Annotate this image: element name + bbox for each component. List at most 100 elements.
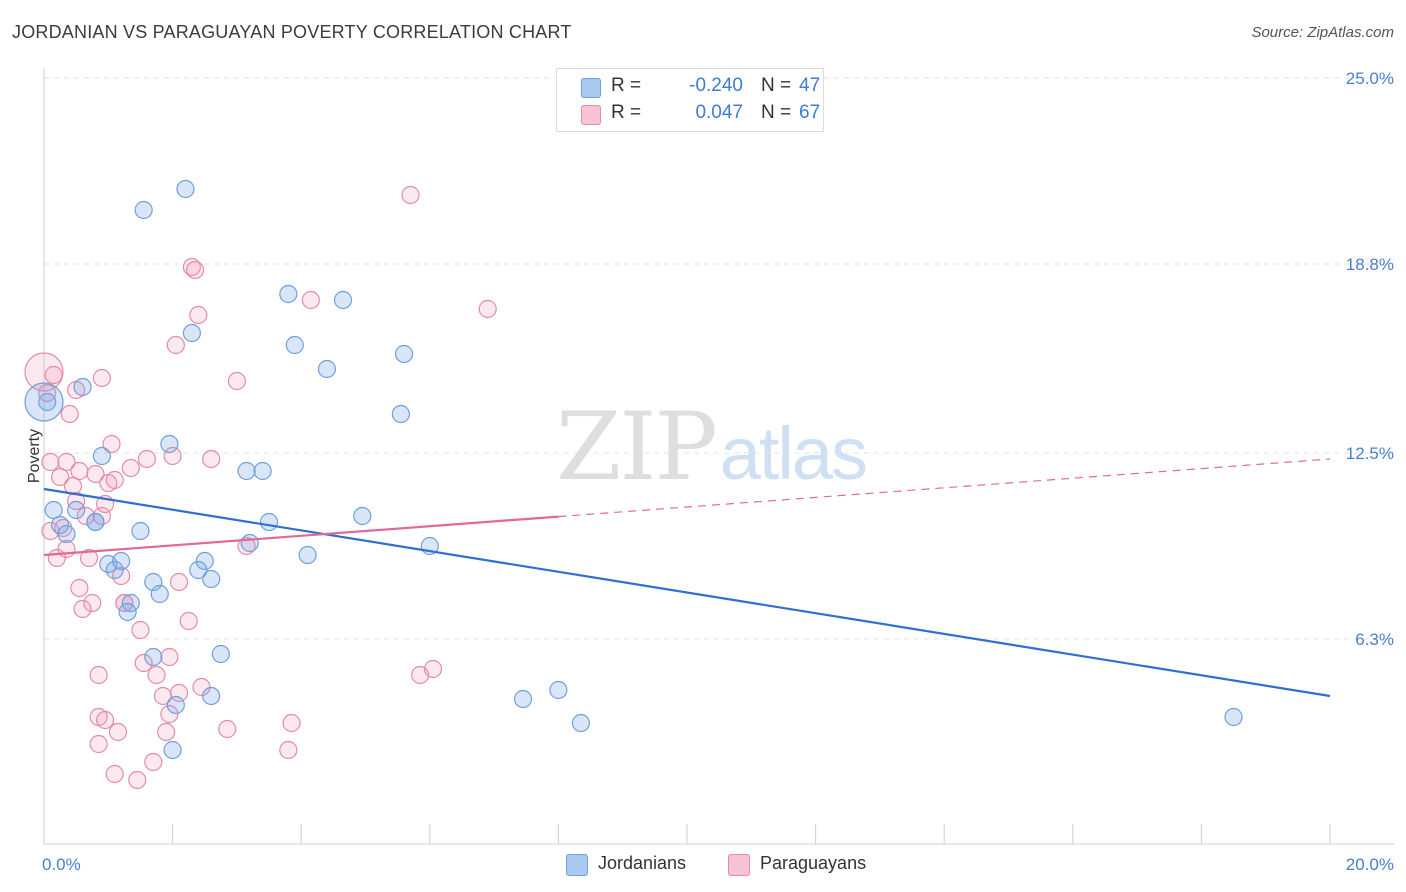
- jordanian-point: [50, 515, 70, 535]
- paraguayan-point: [131, 620, 150, 640]
- jordanian-point: [44, 500, 63, 520]
- jordanian-point: [182, 323, 201, 343]
- paraguayan-point: [144, 752, 163, 772]
- jordanian-point: [353, 506, 372, 526]
- jordanian-point: [333, 290, 353, 310]
- paraguayan-point: [95, 710, 115, 730]
- paraguayan-point: [401, 185, 420, 205]
- jordanian-point: [131, 521, 150, 541]
- jordanian-point: [549, 680, 568, 700]
- jordanian-point: [195, 551, 214, 571]
- paraguayan-point: [166, 335, 185, 355]
- jordanian-point: [513, 689, 533, 709]
- axes: [43, 68, 1394, 845]
- jordanian-point: [571, 713, 591, 733]
- paraguayan-point: [169, 572, 189, 592]
- y-tick-label: 18.8%: [1346, 255, 1394, 274]
- jordanian-point: [67, 500, 86, 520]
- paraguayan-point: [218, 719, 237, 739]
- jordanian-point: [105, 560, 124, 580]
- jordanian-point: [57, 524, 76, 544]
- n-label: N =: [761, 102, 792, 123]
- jordanian-point: [92, 446, 111, 466]
- legend-label: Paraguayans: [760, 853, 867, 873]
- paraguayan-trend-line: [43, 515, 559, 557]
- jordanian-points: [24, 179, 1243, 760]
- paraguayan-point: [105, 764, 124, 784]
- paraguayan-point: [478, 299, 497, 319]
- y-tick-label: 12.5%: [1346, 444, 1394, 463]
- paraguayan-point: [186, 260, 205, 280]
- jordanian-point: [202, 569, 221, 589]
- jordanian-point: [176, 179, 195, 199]
- jordanian-point: [160, 434, 179, 454]
- y-tick-label: 25.0%: [1346, 69, 1394, 88]
- zipatlas-watermark: ZIPatlas: [556, 400, 868, 495]
- jordanian-point: [144, 647, 163, 667]
- r-value: 0.047: [695, 102, 743, 123]
- paraguayan-point: [160, 647, 179, 667]
- y-axis-label: Poverty: [26, 428, 44, 484]
- paraguayan-point: [182, 257, 201, 277]
- paraguayan-point: [60, 404, 79, 424]
- watermark-zip: ZIP: [556, 393, 718, 502]
- paraguayan-point: [73, 599, 92, 619]
- paraguayan-point: [157, 722, 176, 742]
- paraguayan-point: [282, 713, 301, 733]
- jordanian-point: [298, 545, 317, 565]
- paraguayan-point: [121, 458, 140, 478]
- paraguayan-point: [169, 683, 189, 703]
- paraguayan-point: [50, 467, 70, 487]
- r-value: -0.240: [689, 75, 743, 96]
- jordanian-point: [240, 533, 259, 553]
- jordanian-legend-swatch: [566, 854, 588, 876]
- paraguayan-point: [202, 449, 221, 469]
- paraguayan-point: [108, 722, 128, 742]
- paraguayan-point: [301, 290, 320, 310]
- paraguayan-point: [147, 665, 166, 685]
- paraguayan-point: [279, 740, 298, 760]
- jordanian-point: [73, 377, 92, 397]
- paraguayan-trend-extension: [558, 458, 1331, 518]
- paraguayan-point: [86, 464, 105, 484]
- jordanian-point: [211, 644, 230, 664]
- paraguayan-point: [57, 452, 76, 472]
- jordanian-point: [86, 512, 105, 532]
- jordanian-point: [189, 560, 208, 580]
- n-label: N =: [761, 75, 792, 96]
- jordanian-point: [150, 584, 169, 604]
- paraguayan-point: [128, 770, 147, 790]
- jordanian-point: [134, 200, 153, 220]
- paraguayan-swatch: [581, 105, 601, 125]
- paraguayan-points: [24, 185, 497, 790]
- jordanian-point: [237, 461, 256, 481]
- jordanian-point: [38, 392, 57, 412]
- paraguayan-point: [237, 536, 256, 556]
- legend-label: Jordanians: [598, 853, 687, 873]
- jordanian-point: [166, 695, 185, 715]
- jordanian-point: [1224, 707, 1243, 727]
- jordanian-point: [202, 686, 221, 706]
- jordanian-trend-line: [43, 487, 1331, 698]
- paraguayan-point: [189, 305, 208, 325]
- chart-title: JORDANIAN VS PARAGUAYAN POVERTY CORRELAT…: [12, 22, 572, 42]
- paraguayan-point: [70, 461, 89, 481]
- source-label: Source: ZipAtlas.com: [1251, 24, 1394, 41]
- paraguayan-legend-swatch: [728, 854, 750, 876]
- x-tick-label: 20.0%: [1346, 855, 1394, 874]
- jordanian-point: [24, 382, 64, 422]
- paraguayan-point: [79, 548, 99, 568]
- paraguayan-point: [160, 704, 179, 724]
- paraguayan-point: [76, 506, 95, 526]
- paraguayan-point: [163, 446, 182, 466]
- paraguayan-point: [89, 734, 108, 754]
- jordanian-swatch: [581, 78, 601, 98]
- jordanian-point: [163, 740, 182, 760]
- paraguayan-point: [89, 665, 108, 685]
- paraguayan-point: [137, 449, 156, 469]
- n-value: 67: [799, 102, 821, 123]
- paraguayan-point: [24, 352, 64, 392]
- jordanian-point: [317, 359, 337, 379]
- jordanian-point: [121, 593, 140, 613]
